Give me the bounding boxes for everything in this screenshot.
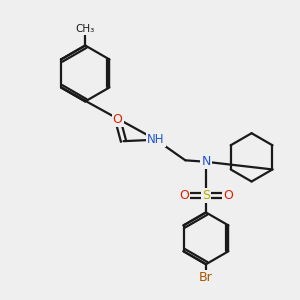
Text: NH: NH (147, 133, 165, 146)
Text: Br: Br (199, 271, 213, 284)
Text: O: O (179, 189, 189, 202)
Text: N: N (201, 155, 211, 168)
Text: S: S (202, 189, 210, 202)
Text: CH₃: CH₃ (76, 24, 95, 34)
Text: O: O (113, 112, 122, 126)
Text: O: O (223, 189, 233, 202)
